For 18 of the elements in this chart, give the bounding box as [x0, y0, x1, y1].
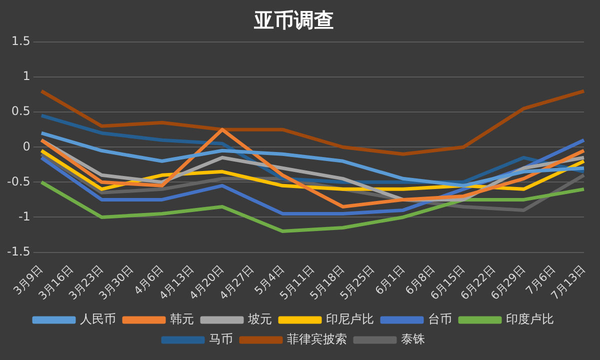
legend-label: 人民币: [80, 312, 116, 326]
y-tick-label: -0.5: [6, 174, 30, 188]
legend-label: 韩元: [170, 312, 194, 326]
x-tick-label: 6月1日: [372, 262, 408, 298]
legend-label: 马币: [209, 332, 233, 346]
y-tick-label: 1: [22, 69, 30, 84]
legend-label: 印度卢比: [506, 312, 554, 326]
legend-label: 泰铢: [401, 332, 425, 346]
legend-label: 台币: [428, 312, 452, 326]
chart-title: 亚币调查: [253, 8, 334, 32]
y-tick-label: 0: [22, 139, 30, 154]
y-tick-label: 0.5: [11, 104, 30, 118]
y-tick-label: -1: [18, 209, 30, 224]
y-tick-label: -1.5: [6, 244, 30, 258]
legend-label: 坡元: [247, 312, 272, 326]
y-tick-label: 1.5: [11, 34, 30, 48]
legend-label: 菲律宾披索: [287, 332, 347, 346]
legend-label: 印尼卢比: [326, 312, 374, 326]
